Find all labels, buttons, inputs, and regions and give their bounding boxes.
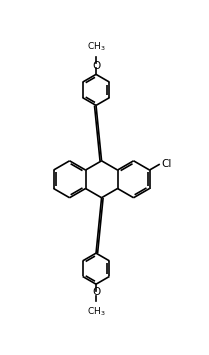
Text: CH$_3$: CH$_3$ xyxy=(87,306,105,318)
Text: Cl: Cl xyxy=(161,159,172,169)
Text: CH$_3$: CH$_3$ xyxy=(87,40,105,53)
Text: O: O xyxy=(92,61,100,71)
Text: O: O xyxy=(92,287,100,297)
